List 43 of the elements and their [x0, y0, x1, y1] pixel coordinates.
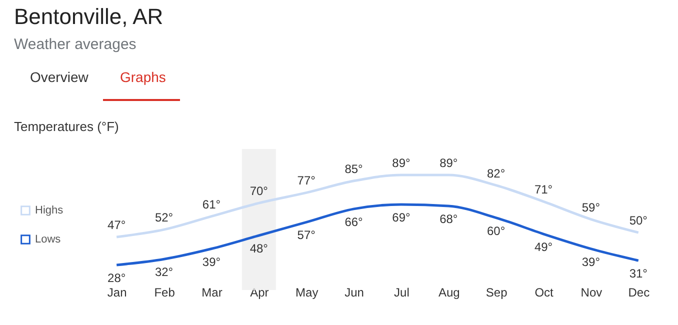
data-label: 48° [250, 241, 268, 256]
data-label: 82° [487, 166, 506, 180]
data-label: 89° [440, 156, 458, 170]
data-label: 77° [297, 174, 316, 188]
legend-label: Lows [35, 234, 62, 246]
data-label: 49° [534, 240, 553, 254]
text: Graphs [120, 69, 166, 85]
text: Overview [30, 69, 90, 85]
data-label: 57° [297, 228, 316, 242]
x-tick-label: Sep [486, 286, 508, 300]
x-tick-label: Jun [344, 286, 364, 300]
data-label: 69° [392, 210, 410, 225]
x-tick-label: Aug [438, 286, 460, 300]
data-label: 31° [629, 266, 648, 281]
x-tick-label: Nov [580, 286, 602, 300]
y-axis-title: Temperatures (°F) [14, 119, 119, 134]
data-label: 89° [392, 156, 410, 170]
data-label: 68° [440, 212, 458, 226]
x-tick-label: Oct [534, 286, 554, 300]
data-label: 66° [344, 214, 364, 229]
data-label: 71° [534, 182, 553, 197]
data-label: 32° [154, 265, 174, 280]
data-label: 70° [250, 184, 268, 198]
data-label: 39° [202, 254, 221, 269]
x-tick-label: May [296, 286, 318, 300]
data-label: 52° [154, 210, 174, 225]
x-tick-label: Jul [394, 286, 410, 300]
data-label: 60° [487, 224, 506, 238]
data-label: 50° [629, 214, 648, 228]
data-label: 28° [108, 271, 126, 285]
x-tick-label: Feb [154, 286, 176, 300]
legend-label: Highs [35, 204, 64, 216]
x-tick-label: Mar [202, 286, 222, 300]
chart-title: Bentonville, AR [14, 4, 164, 29]
chart-subtitle: Weather averages [14, 36, 136, 53]
x-tick-label: Apr [250, 286, 269, 300]
x-tick-label: Dec [628, 286, 650, 300]
data-label: 85° [344, 162, 364, 176]
x-tick-label: Jan [107, 286, 127, 300]
data-label: 39° [582, 254, 600, 269]
data-label: 47° [108, 218, 126, 232]
data-label: 61° [202, 197, 221, 212]
data-label: 59° [582, 200, 600, 214]
